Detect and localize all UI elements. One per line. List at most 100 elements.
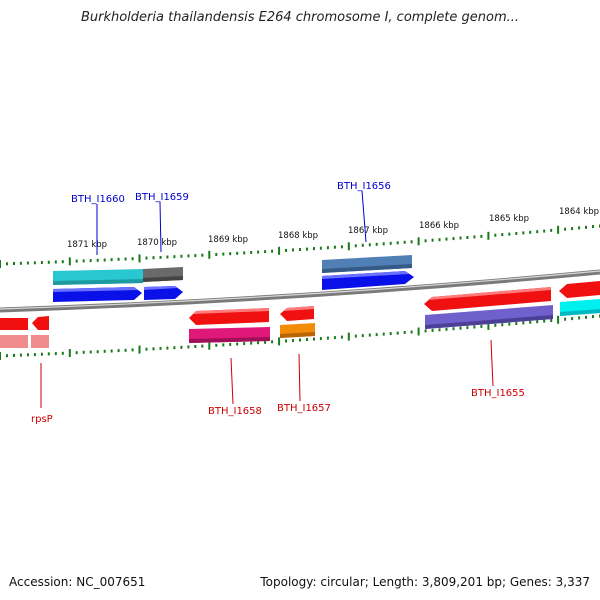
chromosome-backbone-highlight	[0, 270, 600, 310]
minor-tick	[536, 320, 539, 324]
ruler-label-1865: 1865 kbp	[489, 214, 529, 224]
ruler-label-1871: 1871 kbp	[67, 240, 107, 250]
minor-tick	[131, 348, 134, 352]
minor-tick	[473, 235, 476, 239]
minor-tick	[264, 340, 267, 344]
minor-tick	[389, 241, 392, 245]
minor-tick	[375, 333, 378, 337]
minor-tick	[201, 344, 204, 348]
minor-tick	[13, 353, 15, 357]
cds-BTH_I1660-highlight	[53, 287, 138, 292]
cds-BTH_I1655-highlight	[428, 287, 551, 300]
minor-tick	[257, 250, 260, 254]
minor-tick	[368, 243, 371, 247]
minor-tick	[333, 245, 336, 249]
minor-tick	[501, 233, 504, 237]
minor-tick	[473, 325, 476, 329]
cds-BTH_I1655-arrow[interactable]	[424, 287, 551, 311]
minor-tick	[340, 245, 343, 249]
gene-right-edge-shade	[560, 309, 600, 316]
minor-tick	[319, 337, 322, 341]
ruler-label-1864: 1864 kbp	[559, 207, 599, 217]
minor-tick	[180, 254, 183, 258]
minor-tick	[313, 247, 315, 251]
minor-tick	[319, 246, 322, 250]
major-tick	[487, 231, 490, 240]
minor-tick	[243, 342, 246, 346]
minor-tick	[215, 253, 218, 256]
minor-tick	[75, 351, 78, 355]
minor-tick	[173, 255, 176, 259]
leader-BTH_I1656	[361, 190, 367, 243]
minor-tick	[571, 317, 574, 321]
label-BTH_I1655[interactable]: BTH_I1655	[471, 388, 525, 399]
minor-tick	[236, 342, 239, 346]
minor-tick	[333, 336, 336, 340]
accession-text: Accession: NC_007651	[9, 575, 146, 589]
reverse-strand-features	[0, 281, 600, 348]
cds-BTH_I1658-highlight	[193, 308, 269, 314]
major-tick	[417, 237, 420, 246]
label-BTH_I1660[interactable]: BTH_I1660	[71, 194, 125, 205]
gene-BTH_I1657-shade	[280, 332, 315, 338]
minor-tick	[480, 324, 483, 328]
ruler-label-1866: 1866 kbp	[419, 221, 459, 231]
gene-BTH_I1659-shade	[143, 276, 183, 282]
label-BTH_I1656[interactable]: BTH_I1656	[337, 181, 391, 192]
minor-tick	[536, 230, 539, 234]
minor-tick	[480, 234, 483, 238]
leader-BTH_I1658	[230, 357, 234, 405]
minor-tick	[529, 230, 532, 234]
gene-rpsP-left-bar[interactable]	[0, 335, 28, 348]
label-BTH_I1657[interactable]: BTH_I1657	[277, 403, 331, 414]
minor-tick	[194, 254, 197, 258]
minor-tick	[33, 261, 36, 265]
minor-tick	[396, 331, 399, 335]
cds-right-edge-arrow[interactable]	[559, 281, 600, 298]
label-BTH_I1659[interactable]: BTH_I1659	[135, 192, 189, 203]
cds-rpsP-left-arrow[interactable]	[0, 318, 28, 330]
minor-tick	[271, 340, 274, 344]
forward-strand-features	[53, 255, 414, 302]
minor-tick	[438, 238, 441, 242]
minor-tick	[543, 319, 546, 323]
cds-BTH_I1659-arrow[interactable]	[144, 286, 183, 300]
minor-tick	[368, 333, 371, 337]
minor-tick	[585, 225, 587, 229]
minor-tick	[354, 334, 357, 338]
leader-BTH_I1655	[490, 339, 494, 387]
minor-tick	[494, 323, 497, 327]
minor-tick	[19, 261, 22, 265]
major-tick	[487, 321, 490, 330]
minor-tick	[166, 346, 169, 350]
minor-tick	[117, 349, 120, 353]
minor-tick	[306, 247, 308, 251]
minor-tick	[33, 353, 36, 357]
minor-tick	[292, 339, 294, 342]
minor-tick	[82, 259, 85, 263]
cds-BTH_I1657-highlight	[284, 306, 314, 311]
gene-rpsP-bar[interactable]	[31, 335, 49, 348]
minor-tick	[326, 336, 329, 340]
minor-tick	[222, 252, 225, 256]
cds-rpsP-arrow[interactable]	[32, 316, 49, 330]
label-BTH_I1658[interactable]: BTH_I1658	[208, 406, 262, 417]
minor-tick	[592, 225, 594, 229]
minor-tick	[47, 352, 50, 356]
minor-tick	[103, 258, 106, 262]
major-tick	[68, 257, 71, 266]
minor-tick	[382, 332, 385, 336]
minor-tick	[592, 315, 594, 319]
minor-tick	[166, 255, 169, 259]
label-rpsP[interactable]: rpsP	[31, 414, 53, 425]
major-tick	[557, 315, 560, 324]
minor-tick	[403, 331, 406, 334]
minor-tick	[159, 346, 162, 350]
minor-tick	[354, 244, 357, 248]
major-tick	[138, 345, 141, 354]
minor-tick	[61, 351, 64, 355]
minor-tick	[180, 345, 183, 349]
minor-tick	[159, 255, 162, 259]
minor-tick	[96, 350, 99, 354]
